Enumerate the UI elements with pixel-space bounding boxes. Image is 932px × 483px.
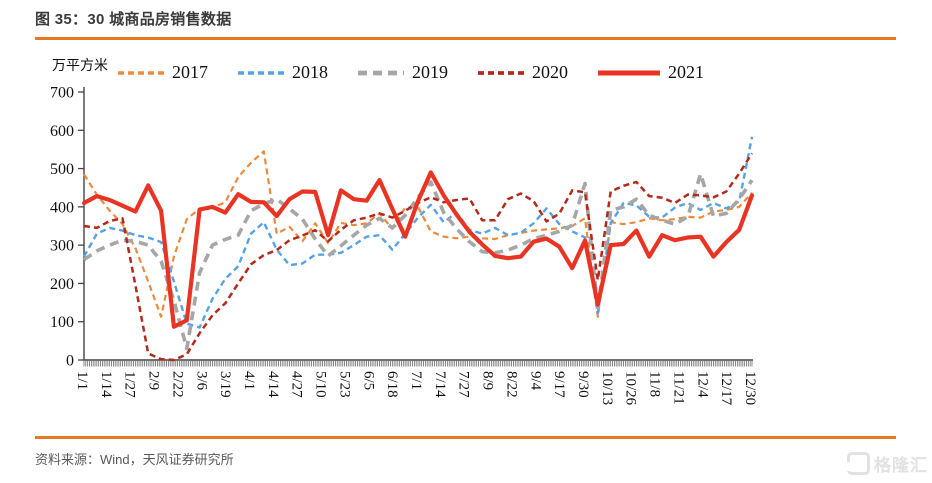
y-axis-tick-label: 600 xyxy=(50,123,74,140)
series-line-2021 xyxy=(81,170,755,329)
x-axis-tick-label: 9/17 xyxy=(551,371,567,398)
legend-item-2021: 2021 xyxy=(598,62,704,83)
x-axis-tick-label: 4/14 xyxy=(265,371,281,398)
x-axis-tick-label: 10/26 xyxy=(623,371,639,406)
legend-label-2019: 2019 xyxy=(412,62,448,82)
x-axis-tick-label: 8/9 xyxy=(480,371,496,390)
watermark: 格隆汇 xyxy=(847,451,928,476)
x-axis-tick-label: 3/6 xyxy=(193,371,209,391)
x-axis-tick-label: 5/10 xyxy=(313,371,329,398)
y-axis-tick-label: 500 xyxy=(50,161,74,178)
x-axis-tick-label: 6/5 xyxy=(360,371,376,390)
chart-legend: 2017 2018 2019 2020 2021 xyxy=(118,62,734,83)
y-axis-tick-label: 300 xyxy=(50,238,74,255)
y-axis-tick-label: 700 xyxy=(50,85,74,102)
legend-swatch-2020 xyxy=(478,70,524,75)
x-axis-tick-label: 6/18 xyxy=(384,371,400,398)
legend-swatch-2018 xyxy=(238,70,284,75)
x-axis-tick-label: 1/27 xyxy=(122,371,138,398)
x-axis-tick-label: 5/23 xyxy=(336,371,352,398)
x-axis-tick-label: 12/4 xyxy=(694,371,710,398)
legend-item-2017: 2017 xyxy=(118,62,208,83)
x-axis-minor-ticks xyxy=(83,360,753,367)
gelonghui-logo-icon xyxy=(847,452,870,475)
y-axis-tick-label: 0 xyxy=(66,353,74,370)
x-axis-tick-label: 11/21 xyxy=(670,371,686,405)
x-axis-tick-label: 1/14 xyxy=(98,371,114,398)
series-line-2018 xyxy=(82,136,754,329)
x-axis-tick-label: 9/30 xyxy=(575,371,591,398)
x-axis-tick-label: 2/9 xyxy=(146,371,162,390)
y-axis-unit-label: 万平方米 xyxy=(52,59,108,74)
x-axis-tick-label: 2/22 xyxy=(169,371,185,398)
legend-label-2018: 2018 xyxy=(292,62,328,82)
watermark-text: 格隆汇 xyxy=(874,456,928,475)
legend-swatch-2021 xyxy=(598,70,660,75)
x-axis-tick-label: 12/30 xyxy=(742,371,758,405)
x-axis-tick-label: 9/4 xyxy=(527,371,543,391)
sales-line-chart: 0 100 200 300 400 500 600 700 1/1 1/14 1/27 2/9 2/22… xyxy=(50,85,758,406)
x-axis-tick-label: 1/1 xyxy=(74,371,90,390)
legend-item-2018: 2018 xyxy=(238,62,328,83)
data-source-note: 资料来源：Wind，天风证券研究所 xyxy=(35,452,234,467)
figure-title: 图 35：30 城商品房销售数据 xyxy=(35,11,232,28)
x-axis-tick-label: 11/8 xyxy=(647,371,663,397)
y-axis-tick-label: 100 xyxy=(50,314,74,331)
series-line-2019 xyxy=(82,172,754,351)
x-axis-tick-label: 3/19 xyxy=(217,371,233,398)
legend-label-2020: 2020 xyxy=(532,62,568,82)
y-axis-tick-label: 200 xyxy=(50,276,74,293)
legend-item-2019: 2019 xyxy=(358,62,448,83)
y-axis-tick-label: 400 xyxy=(50,199,74,216)
x-axis-tick-label: 4/1 xyxy=(241,371,257,390)
x-axis-tick-label: 4/27 xyxy=(289,371,305,398)
series-line-2017 xyxy=(83,150,753,318)
x-axis-tick-label: 7/14 xyxy=(432,371,448,398)
legend-label-2017: 2017 xyxy=(172,62,208,82)
x-axis-tick-label: 12/17 xyxy=(718,371,734,406)
x-axis-tick-label: 7/1 xyxy=(408,371,424,390)
chart-canvas: 0 100 200 300 400 500 600 700 1/1 1/14 1/27 2/9 2/22… xyxy=(50,85,758,406)
legend-item-2020: 2020 xyxy=(478,62,568,83)
legend-label-2021: 2021 xyxy=(668,62,704,82)
x-axis-tick-label: 8/22 xyxy=(503,371,519,398)
legend-swatch-2019 xyxy=(358,70,404,75)
x-axis-tick-label: 10/13 xyxy=(599,371,615,405)
series-line-2020 xyxy=(83,152,754,362)
x-axis-tick-label: 7/27 xyxy=(456,371,472,398)
legend-swatch-2017 xyxy=(118,70,164,75)
top-divider xyxy=(35,37,896,40)
bottom-divider xyxy=(35,436,896,439)
